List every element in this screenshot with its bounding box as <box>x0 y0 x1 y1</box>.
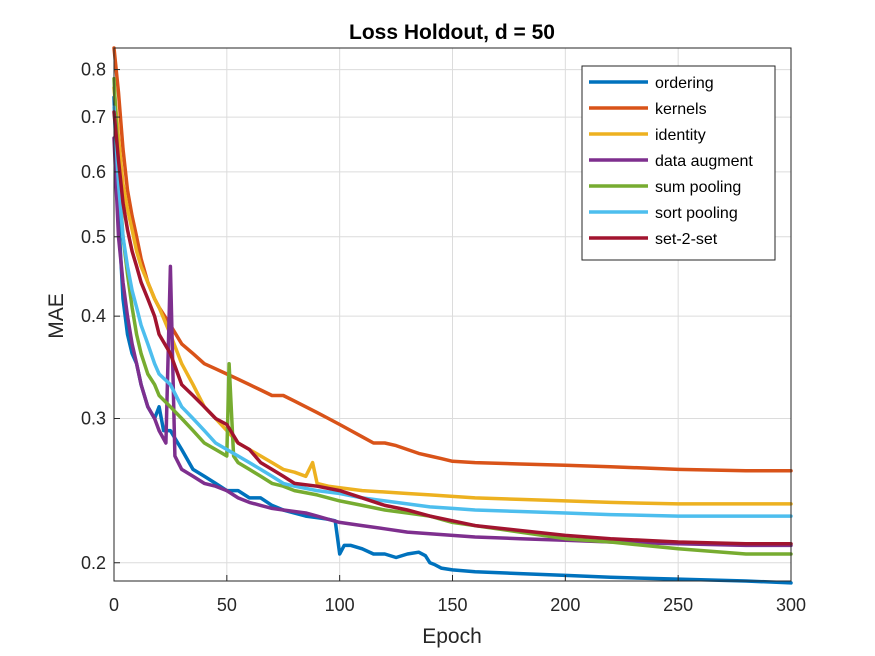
series-line-data-augment <box>112 136 793 548</box>
legend-box <box>581 65 776 261</box>
legend-label-set-2-set: set-2-set <box>655 231 718 248</box>
y-tick-label: 0.5 <box>81 227 106 247</box>
x-axis-label: Epoch <box>422 625 482 648</box>
legend-label-kernels: kernels <box>655 101 707 118</box>
series-line-identity <box>112 86 793 506</box>
x-tick-label: 50 <box>217 595 237 615</box>
y-tick-label: 0.7 <box>81 107 106 127</box>
legend-label-data-augment: data augment <box>655 153 753 170</box>
x-tick-label: 0 <box>109 595 119 615</box>
x-tick-label: 150 <box>437 595 467 615</box>
legend-label-sum-pooling: sum pooling <box>655 179 741 196</box>
x-tick-label: 250 <box>663 595 693 615</box>
series-line-set-2-set <box>112 110 793 546</box>
legend-label-identity: identity <box>655 127 706 144</box>
legend: ordering kernels identity data augment sum p… <box>581 65 776 261</box>
legend-label-sort-pooling: sort pooling <box>655 205 738 222</box>
y-tick-label: 0.3 <box>81 409 106 429</box>
series-line-sort-pooling <box>112 105 793 518</box>
tick-layer: 0 50 100 150 200 250 300 0.2 0.3 0.4 0.5 0.6 0.7 0.8 <box>81 60 806 615</box>
y-tick-label: 0.2 <box>81 553 106 573</box>
x-tick-label: 200 <box>550 595 580 615</box>
y-tick-label: 0.8 <box>81 60 106 80</box>
y-tick-label: 0.4 <box>81 306 106 326</box>
legend-label-ordering: ordering <box>655 75 714 92</box>
y-tick-label: 0.6 <box>81 162 106 182</box>
chart-title: Loss Holdout, d = 50 <box>349 21 555 44</box>
series-layer <box>112 46 793 585</box>
x-tick-label: 300 <box>776 595 806 615</box>
x-tick-label: 100 <box>325 595 355 615</box>
y-axis-label: MAE <box>45 293 68 339</box>
